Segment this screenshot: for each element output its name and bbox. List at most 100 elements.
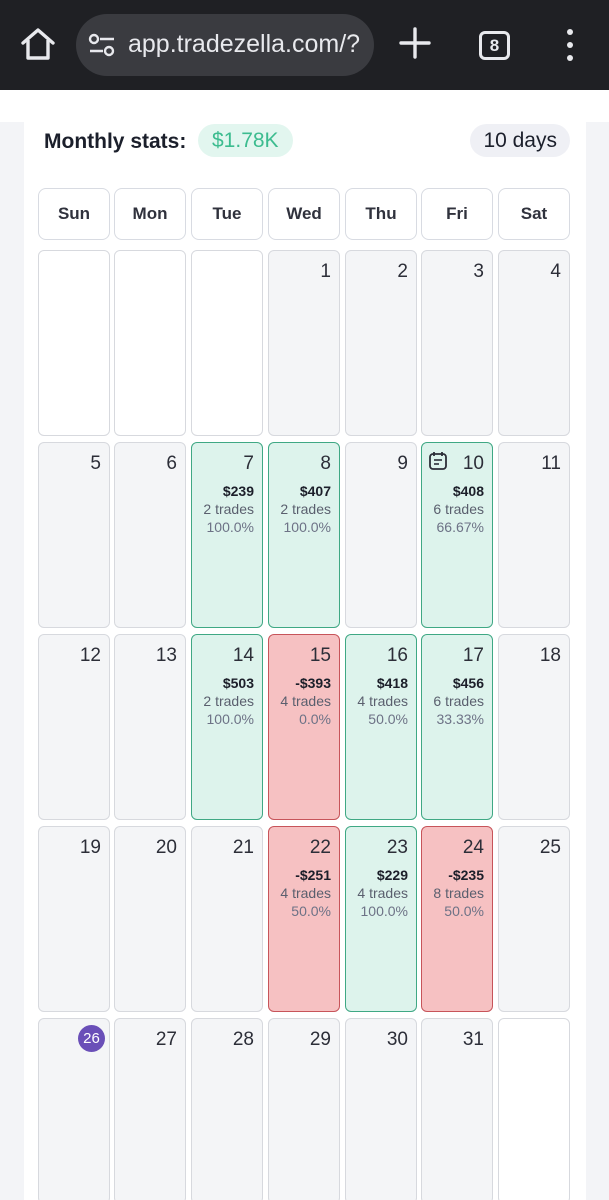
- day-cell-12[interactable]: 12: [38, 634, 110, 820]
- day-number: 3: [473, 261, 484, 282]
- day-cell-28[interactable]: 28: [191, 1018, 263, 1200]
- day-trade-count: 2 trades: [280, 501, 331, 517]
- day-cell-27[interactable]: 27: [114, 1018, 186, 1200]
- day-number: 30: [386, 1029, 408, 1050]
- day-number: 19: [79, 837, 101, 858]
- day-cell-16[interactable]: 16 $418 4 trades 50.0%: [345, 634, 417, 820]
- day-trade-count: 6 trades: [433, 501, 484, 517]
- day-win-rate: 50.0%: [444, 903, 484, 919]
- day-trade-count: 4 trades: [280, 693, 331, 709]
- empty-day-cell: [114, 250, 186, 436]
- monthly-stats-title: Monthly stats:: [44, 130, 187, 153]
- trading-days-badge: 10 days: [470, 124, 570, 157]
- day-number: 5: [90, 453, 101, 474]
- empty-day-cell: [498, 1018, 570, 1200]
- day-trade-count: 6 trades: [433, 693, 484, 709]
- day-cell-6[interactable]: 6: [114, 442, 186, 628]
- day-pnl: -$393: [295, 675, 331, 691]
- day-cell-30[interactable]: 30: [345, 1018, 417, 1200]
- weekday-header-wed: Wed: [268, 188, 340, 240]
- day-number: 2: [397, 261, 408, 282]
- day-cell-24[interactable]: 24 -$235 8 trades 50.0%: [421, 826, 493, 1012]
- day-cell-29[interactable]: 29: [268, 1018, 340, 1200]
- weekday-header-fri: Fri: [421, 188, 493, 240]
- journal-note-icon[interactable]: [428, 451, 448, 471]
- day-number: 6: [166, 453, 177, 474]
- day-win-rate: 50.0%: [291, 903, 331, 919]
- day-pnl: $229: [376, 867, 408, 883]
- day-trade-count: 4 trades: [357, 885, 408, 901]
- day-win-rate: 100.0%: [206, 519, 254, 535]
- day-cell-1[interactable]: 1: [268, 250, 340, 436]
- today-badge: 26: [78, 1025, 105, 1052]
- day-win-rate: 50.0%: [368, 711, 408, 727]
- day-pnl: $239: [222, 483, 254, 499]
- day-number: 1: [320, 261, 331, 282]
- day-trade-count: 8 trades: [433, 885, 484, 901]
- day-pnl: $456: [452, 675, 484, 691]
- home-icon[interactable]: [18, 24, 58, 64]
- day-pnl: -$235: [448, 867, 484, 883]
- day-number: 31: [462, 1029, 484, 1050]
- empty-day-cell: [38, 250, 110, 436]
- day-cell-5[interactable]: 5: [38, 442, 110, 628]
- day-number: 18: [539, 645, 561, 666]
- day-cell-8[interactable]: 8 $407 2 trades 100.0%: [268, 442, 340, 628]
- day-pnl: $418: [376, 675, 408, 691]
- day-win-rate: 100.0%: [206, 711, 254, 727]
- day-number: 15: [309, 645, 331, 666]
- day-cell-26[interactable]: 26: [38, 1018, 110, 1200]
- day-trade-count: 2 trades: [203, 693, 254, 709]
- day-cell-7[interactable]: 7 $239 2 trades 100.0%: [191, 442, 263, 628]
- day-pnl: -$251: [295, 867, 331, 883]
- day-trade-count: 4 trades: [280, 885, 331, 901]
- day-cell-23[interactable]: 23 $229 4 trades 100.0%: [345, 826, 417, 1012]
- tab-switcher-button[interactable]: 8: [479, 31, 510, 60]
- day-number: 11: [541, 453, 561, 474]
- weekday-header-mon: Mon: [114, 188, 186, 240]
- day-number: 13: [155, 645, 177, 666]
- day-cell-31[interactable]: 31: [421, 1018, 493, 1200]
- day-cell-19[interactable]: 19: [38, 826, 110, 1012]
- day-cell-14[interactable]: 14 $503 2 trades 100.0%: [191, 634, 263, 820]
- site-settings-icon[interactable]: [88, 32, 116, 58]
- day-cell-20[interactable]: 20: [114, 826, 186, 1012]
- day-cell-10[interactable]: 10 $408 6 trades 66.67%: [421, 442, 493, 628]
- day-cell-4[interactable]: 4: [498, 250, 570, 436]
- day-number: 12: [79, 645, 101, 666]
- address-bar[interactable]: app.tradezella.com/?: [76, 14, 374, 76]
- url-text: app.tradezella.com/?: [128, 30, 361, 58]
- day-number: 10: [462, 453, 484, 474]
- day-number: 4: [550, 261, 561, 282]
- more-options-icon[interactable]: [560, 29, 580, 61]
- day-pnl: $503: [222, 675, 254, 691]
- day-trade-count: 2 trades: [203, 501, 254, 517]
- day-cell-13[interactable]: 13: [114, 634, 186, 820]
- day-cell-11[interactable]: 11: [498, 442, 570, 628]
- day-cell-2[interactable]: 2: [345, 250, 417, 436]
- day-cell-3[interactable]: 3: [421, 250, 493, 436]
- day-number: 25: [539, 837, 561, 858]
- day-number: 27: [155, 1029, 177, 1050]
- day-cell-21[interactable]: 21: [191, 826, 263, 1012]
- day-pnl: $407: [299, 483, 331, 499]
- calendar-card: Monthly stats: $1.78K 10 days Sun Mon Tue W…: [24, 122, 586, 1200]
- day-cell-15[interactable]: 15 -$393 4 trades 0.0%: [268, 634, 340, 820]
- day-cell-25[interactable]: 25: [498, 826, 570, 1012]
- day-trade-count: 4 trades: [357, 693, 408, 709]
- day-number: 29: [309, 1029, 331, 1050]
- day-cell-17[interactable]: 17 $456 6 trades 33.33%: [421, 634, 493, 820]
- empty-day-cell: [191, 250, 263, 436]
- weekday-header-tue: Tue: [191, 188, 263, 240]
- day-cell-22[interactable]: 22 -$251 4 trades 50.0%: [268, 826, 340, 1012]
- page-header-strip: [0, 90, 609, 122]
- day-cell-18[interactable]: 18: [498, 634, 570, 820]
- day-pnl: $408: [452, 483, 484, 499]
- day-win-rate: 0.0%: [299, 711, 331, 727]
- day-number: 16: [386, 645, 408, 666]
- day-cell-9[interactable]: 9: [345, 442, 417, 628]
- day-number: 20: [155, 837, 177, 858]
- day-win-rate: 66.67%: [436, 519, 484, 535]
- day-number: 17: [462, 645, 484, 666]
- new-tab-icon[interactable]: [398, 26, 432, 60]
